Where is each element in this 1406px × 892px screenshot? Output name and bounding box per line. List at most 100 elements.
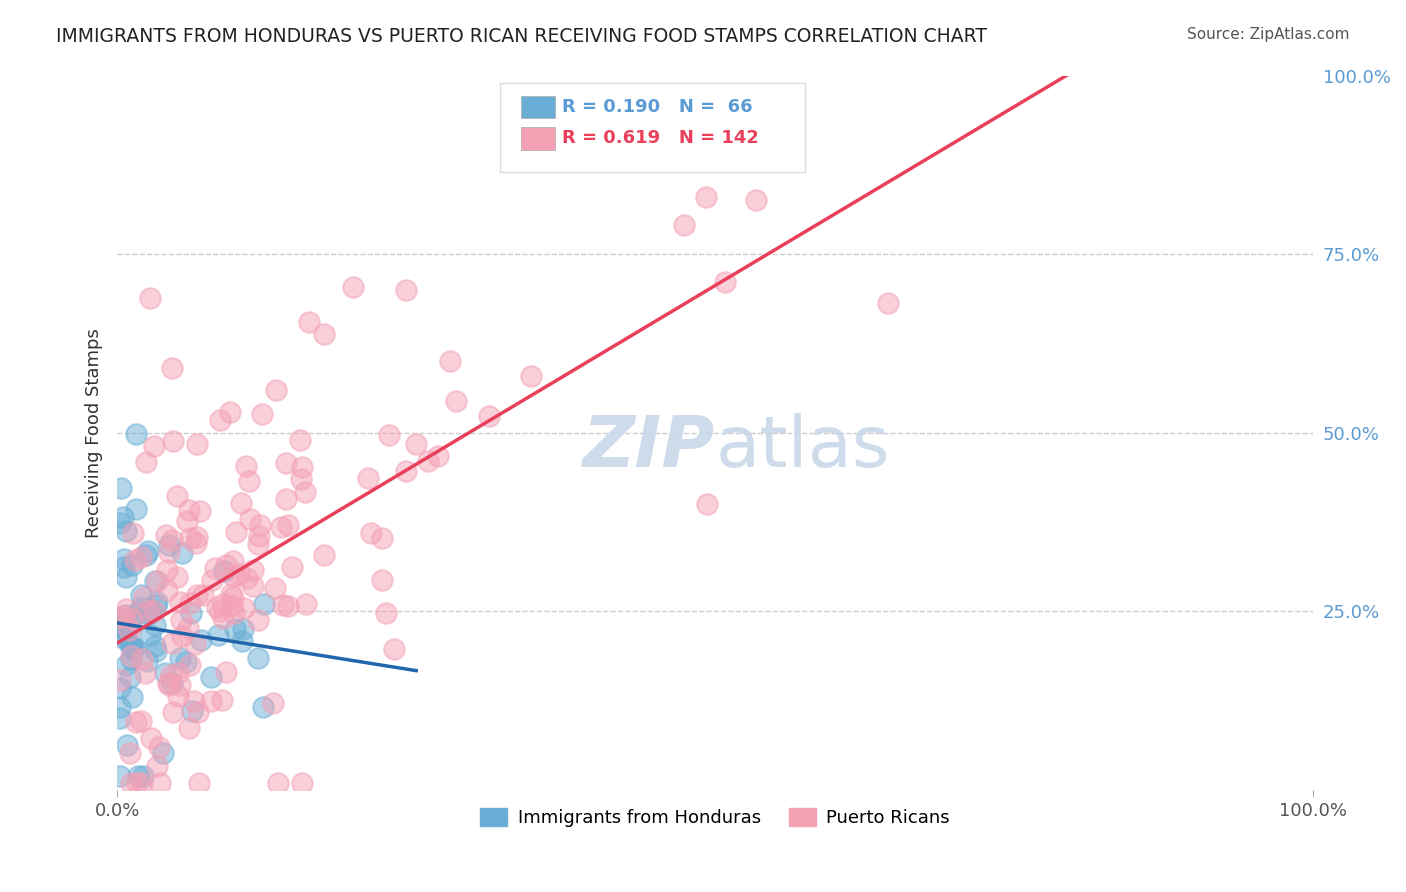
Point [121,639,143,653]
Point [139,731,162,746]
Point [262,696,284,710]
Point [478,409,501,424]
Point [121,612,143,626]
Point [238,474,260,488]
Point [166,690,188,704]
Point [190,632,212,647]
Point [291,776,314,790]
Legend: Immigrants from Honduras, Puerto Ricans: Immigrants from Honduras, Puerto Ricans [474,801,957,835]
Point [169,678,191,692]
Point [249,518,271,533]
Point [312,327,335,342]
Point [108,681,131,695]
Point [247,529,270,543]
Point [156,563,179,577]
Point [135,549,157,563]
Point [290,472,312,486]
Point [246,613,269,627]
Point [228,567,250,582]
Point [714,275,737,289]
Point [131,652,153,666]
Point [179,657,201,672]
Point [444,393,467,408]
Point [252,700,274,714]
Point [131,589,153,603]
Point [115,631,138,645]
Point [145,759,167,773]
Point [162,360,184,375]
Point [877,296,900,310]
Point [110,481,132,495]
Point [125,502,148,516]
Point [108,516,131,530]
Point [124,426,146,441]
Point [187,776,209,790]
Point [291,460,314,475]
Point [166,666,188,681]
Point [120,652,142,666]
Point [270,520,292,534]
Point [179,531,201,545]
Point [157,678,180,692]
Point [357,471,380,485]
Point [162,705,184,719]
Point [314,548,336,562]
Point [207,628,229,642]
Point [274,491,297,506]
Point [134,665,156,680]
Point [264,383,287,397]
Point [122,641,145,656]
Point [136,607,159,621]
Point [145,644,167,658]
Point [166,489,188,503]
Point [124,715,146,730]
Point [271,599,294,613]
Point [170,629,193,643]
Point [232,601,254,615]
Point [673,218,696,232]
Point [360,526,382,541]
Point [370,573,392,587]
Point [120,648,142,663]
Point [394,464,416,478]
Point [191,588,214,602]
Point [395,283,418,297]
Point [114,657,136,672]
Point [110,612,132,626]
Point [382,641,405,656]
FancyBboxPatch shape [522,95,555,119]
Point [186,588,208,602]
Point [205,600,228,615]
Point [212,597,235,611]
Point [439,354,461,368]
Point [134,591,156,605]
Point [247,651,270,665]
Point [125,607,148,621]
Point [112,560,135,574]
Point [215,665,238,679]
Point [157,545,180,559]
Point [186,536,208,550]
Point [112,552,135,566]
Point [115,738,138,752]
Point [131,776,153,790]
Point [111,632,134,646]
Point [375,606,398,620]
Point [129,549,152,564]
Point [179,503,201,517]
Point [427,449,450,463]
Point [186,437,208,451]
Point [219,404,242,418]
Point [277,518,299,533]
Point [118,669,141,683]
Point [212,564,235,578]
Text: atlas: atlas [716,412,890,482]
Point [222,606,245,620]
Point [122,526,145,541]
Point [294,597,316,611]
Point [183,637,205,651]
Text: ZIP: ZIP [583,412,716,482]
Point [108,610,131,624]
Point [121,641,143,656]
Point [129,714,152,728]
